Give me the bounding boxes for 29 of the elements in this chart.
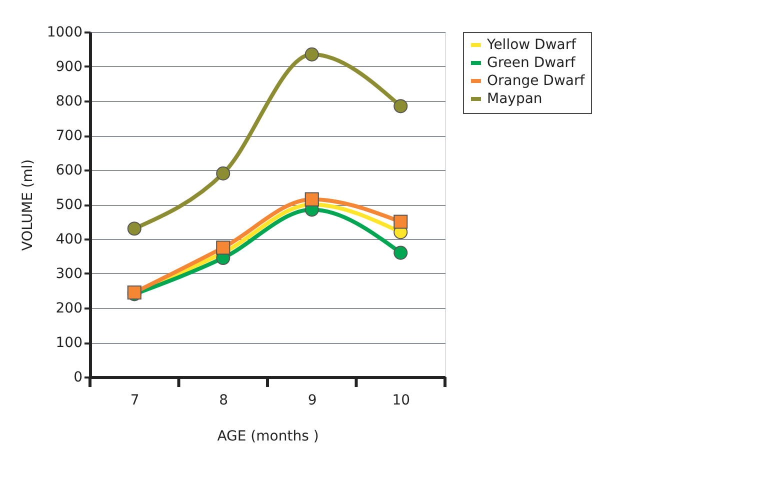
point xyxy=(394,214,408,229)
y-tick-label: 0 xyxy=(74,370,82,386)
point xyxy=(127,222,142,236)
x-tick-label: 7 xyxy=(130,392,140,408)
legend-label: Orange Dwarf xyxy=(487,73,586,89)
point xyxy=(304,192,319,206)
point xyxy=(216,166,230,180)
y-tick-label: 700 xyxy=(56,128,82,144)
x-axis-title: AGE (months ) xyxy=(217,428,319,444)
point xyxy=(304,47,319,62)
legend-label: Green Dwarf xyxy=(487,55,576,71)
x-tick-label: 8 xyxy=(219,392,228,408)
y-axis-title: VOLUME (ml) xyxy=(20,159,36,251)
y-tick-label: 500 xyxy=(56,197,82,213)
x-tick-label: 10 xyxy=(392,392,410,408)
y-tick-label: 800 xyxy=(56,94,82,110)
y-tick-label: 600 xyxy=(56,162,82,178)
y-tick-label: 300 xyxy=(56,266,82,282)
legend-label: Maypan xyxy=(487,91,542,107)
y-tick-label: 900 xyxy=(56,59,82,75)
y-tick-label: 100 xyxy=(56,335,82,351)
y-tick-label: 1000 xyxy=(46,24,82,40)
y-tick-label: 400 xyxy=(56,232,82,248)
legend-label: Yellow Dwarf xyxy=(486,37,578,53)
point xyxy=(394,99,408,114)
y-tick-label: 200 xyxy=(56,300,82,316)
point xyxy=(394,246,408,260)
point xyxy=(216,240,230,255)
x-tick-label: 9 xyxy=(308,392,317,408)
